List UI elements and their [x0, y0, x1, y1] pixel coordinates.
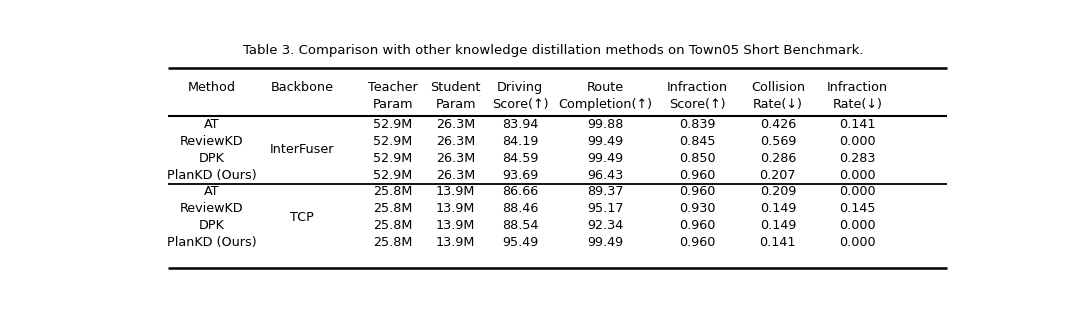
Text: TCP: TCP — [291, 211, 314, 224]
Text: 0.149: 0.149 — [759, 219, 796, 232]
Text: 83.94: 83.94 — [502, 118, 538, 131]
Text: 25.8M: 25.8M — [373, 236, 413, 249]
Text: 0.000: 0.000 — [839, 219, 876, 232]
Text: DPK: DPK — [199, 152, 225, 165]
Text: Rate(↓): Rate(↓) — [833, 98, 882, 111]
Text: 0.141: 0.141 — [839, 118, 876, 131]
Text: Driving: Driving — [497, 81, 543, 94]
Text: 95.17: 95.17 — [588, 202, 623, 215]
Text: 13.9M: 13.9M — [436, 236, 475, 249]
Text: 0.960: 0.960 — [679, 185, 716, 198]
Text: Backbone: Backbone — [271, 81, 334, 94]
Text: AT: AT — [204, 185, 220, 198]
Text: 0.930: 0.930 — [679, 202, 716, 215]
Text: PlanKD (Ours): PlanKD (Ours) — [167, 236, 257, 249]
Text: Teacher: Teacher — [368, 81, 418, 94]
Text: 26.3M: 26.3M — [436, 118, 475, 131]
Text: ReviewKD: ReviewKD — [180, 135, 244, 148]
Text: 84.59: 84.59 — [502, 152, 538, 165]
Text: 99.49: 99.49 — [588, 152, 623, 165]
Text: 0.145: 0.145 — [839, 202, 876, 215]
Text: 0.569: 0.569 — [759, 135, 796, 148]
Text: 95.49: 95.49 — [502, 236, 538, 249]
Text: 89.37: 89.37 — [588, 185, 623, 198]
Text: 0.149: 0.149 — [759, 202, 796, 215]
Text: 99.49: 99.49 — [588, 236, 623, 249]
Text: 25.8M: 25.8M — [373, 219, 413, 232]
Text: PlanKD (Ours): PlanKD (Ours) — [167, 169, 257, 182]
Text: 96.43: 96.43 — [588, 169, 623, 182]
Text: 99.88: 99.88 — [588, 118, 623, 131]
Text: 92.34: 92.34 — [588, 219, 623, 232]
Text: 84.19: 84.19 — [502, 135, 538, 148]
Text: 0.000: 0.000 — [839, 236, 876, 249]
Text: Method: Method — [188, 81, 237, 94]
Text: 0.850: 0.850 — [679, 152, 716, 165]
Text: InterFuser: InterFuser — [270, 143, 335, 156]
Text: 88.46: 88.46 — [502, 202, 538, 215]
Text: 26.3M: 26.3M — [436, 135, 475, 148]
Text: 52.9M: 52.9M — [374, 118, 413, 131]
Text: 0.000: 0.000 — [839, 169, 876, 182]
Text: 93.69: 93.69 — [502, 169, 538, 182]
Text: 0.000: 0.000 — [839, 185, 876, 198]
Text: 0.960: 0.960 — [679, 219, 716, 232]
Text: 0.426: 0.426 — [759, 118, 796, 131]
Text: 26.3M: 26.3M — [436, 152, 475, 165]
Text: 86.66: 86.66 — [502, 185, 538, 198]
Text: 0.960: 0.960 — [679, 169, 716, 182]
Text: 25.8M: 25.8M — [373, 202, 413, 215]
Text: 13.9M: 13.9M — [436, 219, 475, 232]
Text: 52.9M: 52.9M — [374, 169, 413, 182]
Text: 88.54: 88.54 — [502, 219, 538, 232]
Text: 52.9M: 52.9M — [374, 135, 413, 148]
Text: 0.960: 0.960 — [679, 236, 716, 249]
Text: Infraction: Infraction — [667, 81, 728, 94]
Text: 0.209: 0.209 — [759, 185, 796, 198]
Text: Score(↑): Score(↑) — [491, 98, 549, 111]
Text: Score(↑): Score(↑) — [670, 98, 726, 111]
Text: Student: Student — [430, 81, 481, 94]
Text: 0.839: 0.839 — [679, 118, 716, 131]
Text: ReviewKD: ReviewKD — [180, 202, 244, 215]
Text: Collision: Collision — [751, 81, 805, 94]
Text: Completion(↑): Completion(↑) — [558, 98, 652, 111]
Text: Table 3. Comparison with other knowledge distillation methods on Town05 Short Be: Table 3. Comparison with other knowledge… — [243, 44, 864, 57]
Text: Param: Param — [373, 98, 413, 111]
Text: Rate(↓): Rate(↓) — [753, 98, 802, 111]
Text: 25.8M: 25.8M — [373, 185, 413, 198]
Text: 0.286: 0.286 — [759, 152, 796, 165]
Text: 0.283: 0.283 — [839, 152, 876, 165]
Text: Route: Route — [586, 81, 624, 94]
Text: 52.9M: 52.9M — [374, 152, 413, 165]
Text: 0.207: 0.207 — [759, 169, 796, 182]
Text: 0.000: 0.000 — [839, 135, 876, 148]
Text: 13.9M: 13.9M — [436, 202, 475, 215]
Text: 13.9M: 13.9M — [436, 185, 475, 198]
Text: AT: AT — [204, 118, 220, 131]
Text: Param: Param — [435, 98, 476, 111]
Text: DPK: DPK — [199, 219, 225, 232]
Text: 0.141: 0.141 — [759, 236, 796, 249]
Text: 99.49: 99.49 — [588, 135, 623, 148]
Text: 0.845: 0.845 — [679, 135, 716, 148]
Text: 26.3M: 26.3M — [436, 169, 475, 182]
Text: Infraction: Infraction — [827, 81, 888, 94]
